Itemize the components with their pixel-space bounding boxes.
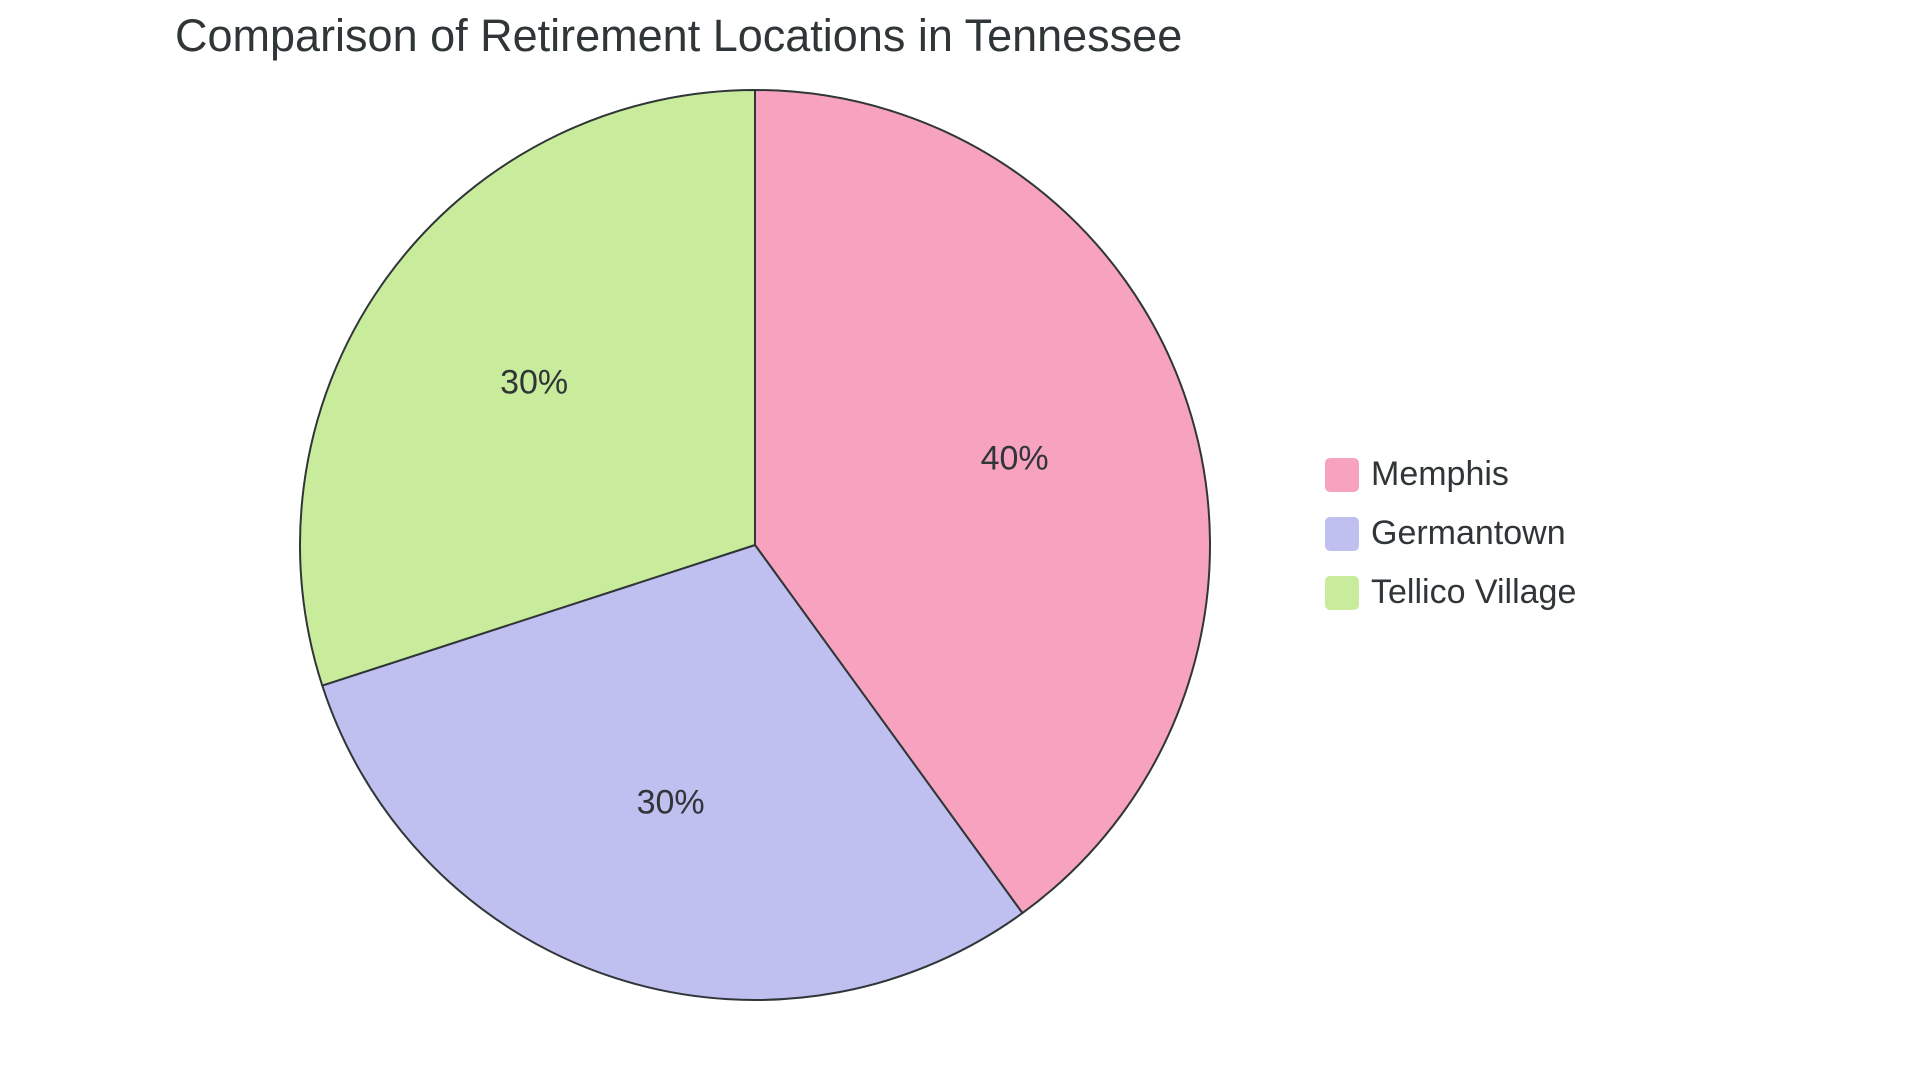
- legend-swatch: [1325, 458, 1359, 492]
- legend-label: Memphis: [1371, 455, 1509, 494]
- legend-item-germantown: Germantown: [1325, 514, 1576, 553]
- legend-item-memphis: Memphis: [1325, 455, 1576, 494]
- pie-slice-label: 40%: [981, 440, 1049, 478]
- pie-chart-svg: 40% 30% 30%: [0, 0, 1920, 1080]
- legend-swatch: [1325, 576, 1359, 610]
- legend-label: Germantown: [1371, 514, 1566, 553]
- legend-swatch: [1325, 517, 1359, 551]
- pie-slice-label: 30%: [637, 784, 705, 822]
- legend-label: Tellico Village: [1371, 573, 1576, 612]
- pie-slice-label: 30%: [500, 364, 568, 402]
- chart-legend: Memphis Germantown Tellico Village: [1325, 455, 1576, 612]
- pie-chart-container: Comparison of Retirement Locations in Te…: [0, 0, 1920, 1080]
- legend-item-tellico-village: Tellico Village: [1325, 573, 1576, 612]
